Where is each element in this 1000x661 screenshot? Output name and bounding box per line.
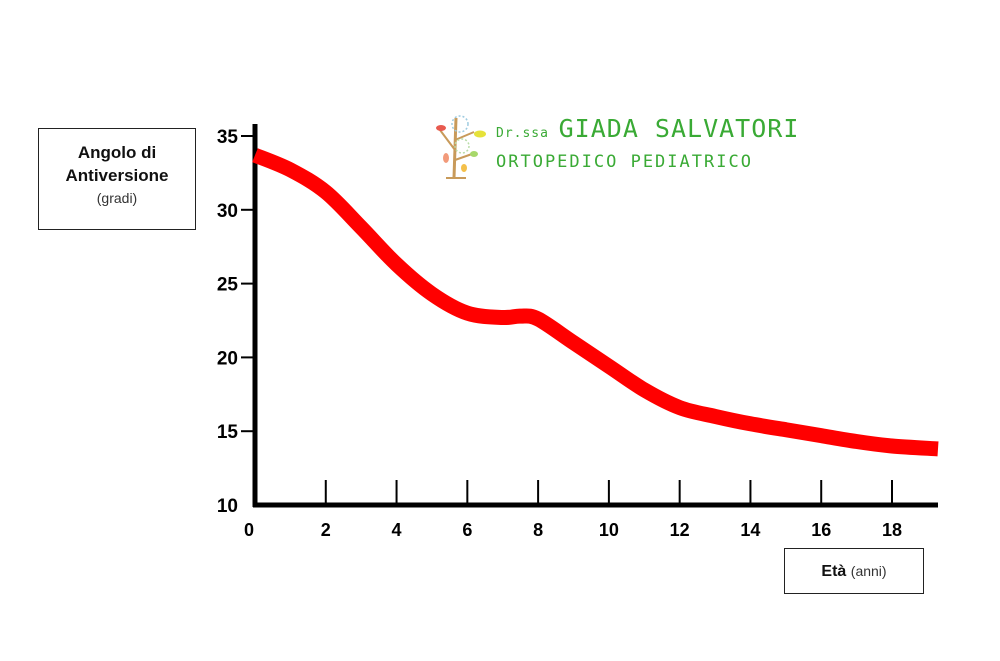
y-axis-label-unit: (gradi) bbox=[96, 190, 138, 206]
logo: Dr.ssa GIADA SALVATORI ORTOPEDICO PEDIAT… bbox=[434, 110, 798, 184]
x-axis-label-unit: (anni) bbox=[850, 563, 887, 579]
y-tick-label: 35 bbox=[217, 127, 239, 148]
x-tick-label: 8 bbox=[533, 520, 543, 540]
x-tick-label: 10 bbox=[599, 520, 619, 540]
x-axis: 0 2 4 6 8 10 12 14 16 18 bbox=[244, 480, 938, 540]
x-tick-label: 16 bbox=[811, 520, 831, 540]
y-tick-label: 20 bbox=[217, 348, 238, 369]
x-tick-label: 0 bbox=[244, 520, 254, 540]
y-tick-label: 25 bbox=[217, 275, 239, 296]
logo-prefix: Dr.ssa bbox=[496, 126, 549, 141]
x-tick-label: 18 bbox=[882, 520, 902, 540]
x-axis-label: Età bbox=[821, 563, 847, 580]
series-line bbox=[252, 148, 939, 457]
tree-logo-icon bbox=[436, 115, 486, 179]
logo-subtitle: ORTOPEDICO PEDIATRICO bbox=[496, 152, 753, 172]
x-tick-label: 12 bbox=[670, 520, 690, 540]
y-tick-label: 30 bbox=[217, 201, 238, 222]
x-axis-label-box: Età (anni) bbox=[784, 548, 924, 594]
y-axis: 10 15 20 25 30 35 bbox=[217, 124, 258, 517]
y-axis-label-line1: Angolo di bbox=[77, 143, 157, 162]
y-axis-label-line2: Antiversione bbox=[65, 166, 169, 185]
logo-name: Dr.ssa GIADA SALVATORI bbox=[496, 114, 799, 143]
y-tick-label: 15 bbox=[217, 422, 239, 443]
y-axis-label-box: Angolo di Antiversione (gradi) bbox=[38, 128, 196, 230]
x-tick-label: 2 bbox=[321, 520, 331, 540]
x-tick-label: 6 bbox=[462, 520, 472, 540]
x-tick-label: 14 bbox=[740, 520, 760, 540]
series-layer bbox=[252, 148, 939, 457]
logo-title: GIADA SALVATORI bbox=[558, 114, 800, 143]
x-tick-label: 4 bbox=[392, 520, 402, 540]
y-tick-label: 10 bbox=[217, 496, 238, 517]
